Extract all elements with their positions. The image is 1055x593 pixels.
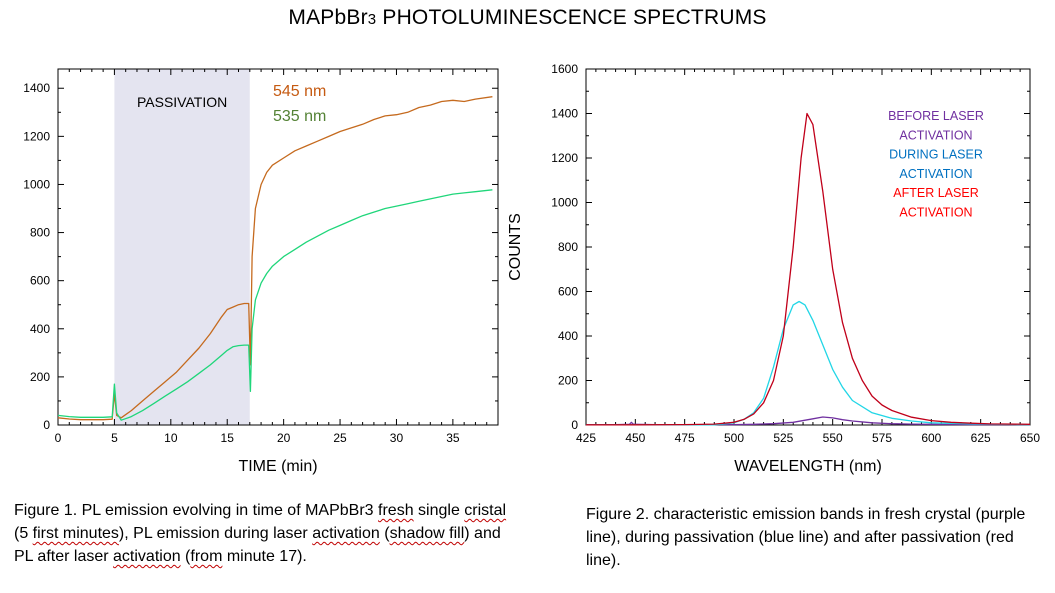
caption-segment: (: [379, 525, 390, 542]
caption-segment: single: [413, 502, 465, 519]
x-tick-label: 15: [221, 431, 235, 445]
y-tick-label: 1600: [551, 62, 578, 76]
caption-segment: Figure 1. PL emission evolving in time o…: [14, 502, 306, 519]
caption-segment: MAPbBr3: [305, 502, 374, 519]
caption-segment: minute 17).: [222, 548, 307, 565]
x-tick-label: 625: [971, 431, 991, 445]
y-tick-label: 1400: [23, 81, 50, 95]
x-tick-label: 600: [921, 431, 941, 445]
legend-text: ACTIVATION: [899, 128, 972, 142]
x-tick-label: 525: [773, 431, 793, 445]
title-rest: PHOTOLUMINESCENCE SPECTRUMS: [376, 6, 767, 29]
x-tick-label: 650: [1020, 431, 1040, 445]
series-name-label: 545 nm: [273, 83, 326, 100]
y-tick-label: 400: [30, 322, 50, 336]
y-tick-label: 200: [558, 374, 578, 388]
x-tick-label: 0: [55, 431, 62, 445]
x-tick-label: 30: [390, 431, 404, 445]
legend-text: BEFORE LASER: [888, 109, 984, 123]
y-tick-label: 0: [43, 418, 50, 432]
legend-text: ACTIVATION: [899, 206, 972, 220]
plot-frame: [57, 68, 499, 426]
x-tick-label: 5: [111, 431, 118, 445]
x-tick-label: 450: [625, 431, 645, 445]
legend-text: DURING LASER: [889, 148, 983, 162]
caption-segment: shadow fill: [389, 525, 465, 542]
y-tick-label: 600: [30, 274, 50, 288]
series-line: [586, 300, 1031, 426]
y-axis-title: COUNTS: [507, 213, 524, 281]
y-tick-label: 800: [30, 226, 50, 240]
y-tick-label: 400: [558, 329, 578, 343]
caption-segment: (5: [14, 525, 33, 542]
x-tick-label: 10: [164, 431, 178, 445]
caption-segment: cristal: [464, 502, 507, 519]
series-line: [586, 112, 1031, 426]
caption-segment: from: [190, 548, 223, 565]
x-tick-label: 500: [724, 431, 744, 445]
legend-text: ACTIVATION: [899, 167, 972, 181]
legend-text: AFTER LASER: [893, 186, 978, 200]
y-tick-label: 0: [571, 418, 578, 432]
series-line: [57, 189, 493, 421]
passivation-label: PASSIVATION: [137, 94, 227, 110]
figure1-caption: Figure 1. PL emission evolving in time o…: [14, 499, 509, 568]
x-tick-label: 25: [333, 431, 347, 445]
title-main: MAPbBr: [288, 6, 368, 29]
y-tick-label: 1000: [551, 196, 578, 210]
x-tick-label: 475: [675, 431, 695, 445]
figure2-caption: Figure 2. characteristic emission bands …: [586, 506, 1026, 569]
series-line: [586, 416, 1030, 426]
page-title: MAPbBr3 PHOTOLUMINESCENCE SPECTRUMS: [0, 6, 1055, 30]
x-tick-label: 575: [872, 431, 892, 445]
series-line: [57, 96, 493, 421]
y-tick-label: 1000: [23, 177, 50, 191]
series-name-label: 535 nm: [273, 108, 326, 125]
y-tick-label: 1200: [23, 129, 50, 143]
y-tick-label: 200: [30, 370, 50, 384]
y-tick-label: 1400: [551, 107, 578, 121]
caption-segment: activation: [113, 548, 181, 565]
x-tick-label: 20: [277, 431, 291, 445]
caption-segment: activation: [312, 525, 380, 542]
caption-segment: (: [180, 548, 191, 565]
x-tick-label: 550: [823, 431, 843, 445]
y-tick-label: 800: [558, 240, 578, 254]
y-tick-label: 1200: [551, 151, 578, 165]
caption-segment: first minutes: [32, 525, 119, 542]
title-subscript: 3: [367, 11, 377, 28]
caption-segment: ), PL emission during laser: [118, 525, 313, 542]
x-tick-label: 425: [576, 431, 596, 445]
x-tick-label: 35: [446, 431, 460, 445]
caption-segment: ) and PL after laser: [14, 525, 501, 565]
caption-segment: fresh: [378, 502, 414, 519]
x-axis-title: WAVELENGTH (nm): [734, 458, 882, 475]
x-axis-title: TIME (min): [238, 458, 317, 475]
y-tick-label: 600: [558, 285, 578, 299]
